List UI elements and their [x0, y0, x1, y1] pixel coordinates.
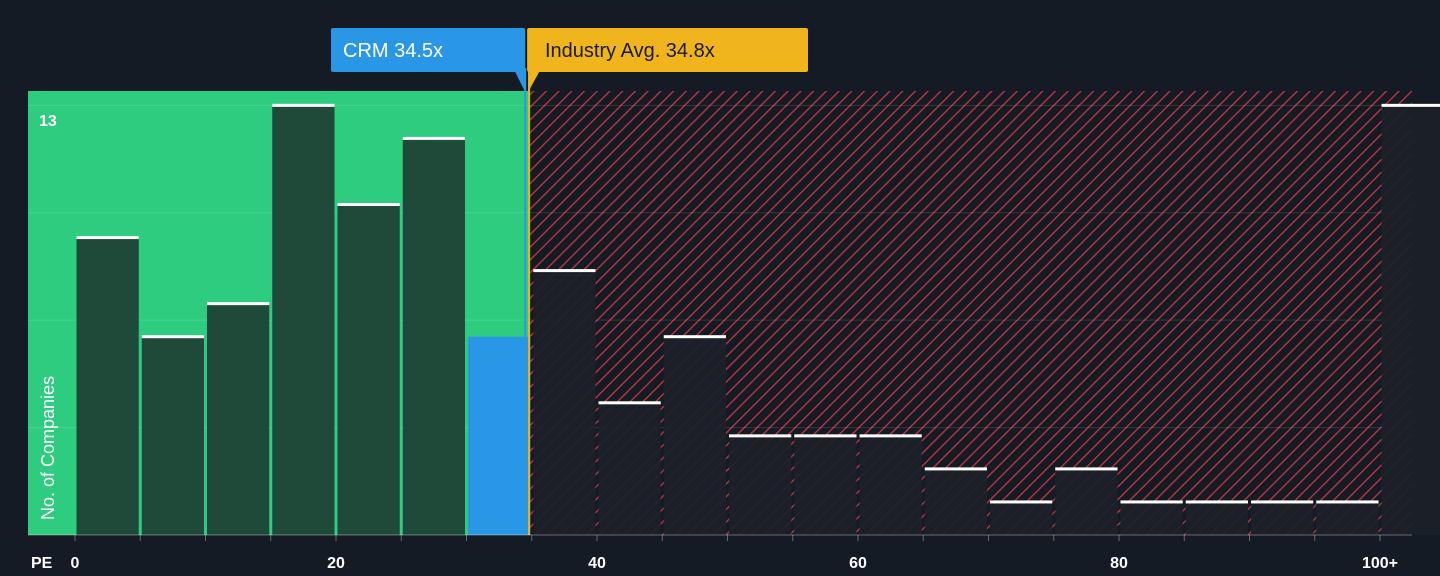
histogram-bar-cap — [860, 434, 922, 437]
histogram-bar-cap — [1316, 500, 1378, 503]
x-tick-label: 100+ — [1362, 555, 1398, 571]
histogram-bar — [1186, 500, 1248, 535]
histogram-bar-cap — [142, 335, 204, 338]
histogram-bar-fill — [77, 238, 139, 535]
x-tick-label: 20 — [327, 555, 345, 571]
company-label-text: CRM 34.5x — [343, 40, 443, 62]
histogram-bar-fill — [925, 469, 987, 535]
histogram-bar-fill — [468, 337, 530, 535]
industry-avg-label-text: Industry Avg. 34.8x — [545, 40, 715, 62]
histogram-bar-fill — [533, 271, 595, 535]
x-tick-label: 40 — [588, 555, 606, 571]
histogram-bar-cap — [1055, 467, 1117, 470]
histogram-bar-fill — [664, 337, 726, 535]
histogram-bar-cap — [794, 434, 856, 437]
histogram-bar — [77, 236, 139, 535]
histogram-bar-fill — [860, 436, 922, 535]
histogram-bar-cap — [1186, 500, 1248, 503]
histogram-bar — [272, 104, 334, 535]
histogram-bar — [142, 335, 204, 535]
histogram-bar — [533, 269, 595, 535]
histogram-bar — [338, 203, 400, 535]
histogram-bar — [1055, 467, 1117, 535]
histogram-bar-fill — [729, 436, 791, 535]
histogram-bar — [468, 337, 530, 535]
histogram-bar-cap — [207, 302, 269, 305]
histogram-bar — [729, 434, 791, 535]
histogram-bar — [860, 434, 922, 535]
histogram-bar — [403, 137, 465, 535]
histogram-bar-cap — [925, 467, 987, 470]
histogram-bar-cap — [729, 434, 791, 437]
histogram-bar-fill — [599, 403, 661, 535]
histogram-bar-fill — [403, 138, 465, 535]
histogram-bar — [794, 434, 856, 535]
x-axis-label: PE — [31, 555, 53, 571]
histogram-bar-fill — [1121, 502, 1183, 535]
histogram-bar-fill — [1316, 502, 1378, 535]
histogram-bar-cap — [403, 137, 465, 140]
histogram-bar-cap — [1121, 500, 1183, 503]
x-tick-label: 80 — [1110, 555, 1128, 571]
histogram-bar-cap — [664, 335, 726, 338]
x-tick-label: 60 — [849, 555, 867, 571]
company-label-pointer — [515, 72, 525, 92]
histogram-bar-cap — [77, 236, 139, 239]
histogram-bar — [1382, 104, 1440, 535]
histogram-bar — [1316, 500, 1378, 535]
histogram-bar — [664, 335, 726, 535]
histogram-bar — [1121, 500, 1183, 535]
histogram-bar-fill — [1186, 502, 1248, 535]
histogram-bar-cap — [338, 203, 400, 206]
industry-avg-label: Industry Avg. 34.8x — [527, 28, 808, 92]
histogram-bar-fill — [1251, 502, 1313, 535]
x-tick-label: 0 — [71, 555, 80, 571]
histogram-bar-fill — [272, 105, 334, 535]
histogram-bar — [925, 467, 987, 535]
histogram-bar — [990, 500, 1052, 535]
histogram-bar-fill — [142, 337, 204, 535]
histogram-bar-cap — [1251, 500, 1313, 503]
histogram-bar-fill — [338, 205, 400, 536]
histogram-bar-fill — [1055, 469, 1117, 535]
x-axis: 0 20 40 60 80 100+ PE — [28, 535, 1412, 571]
histogram-bar — [207, 302, 269, 535]
company-label: CRM 34.5x — [331, 28, 525, 92]
histogram-bar-fill — [794, 436, 856, 535]
histogram-bar-cap — [599, 401, 661, 404]
histogram-bar-cap — [533, 269, 595, 272]
histogram-bar — [1251, 500, 1313, 535]
histogram-bar-cap — [1382, 104, 1440, 107]
histogram-bar-fill — [1382, 105, 1440, 535]
y-axis-label: No. of Companies — [38, 376, 58, 520]
histogram-bar-fill — [990, 502, 1052, 535]
histogram-bar — [599, 401, 661, 535]
histogram-bar-cap — [272, 104, 334, 107]
y-max-label: 13 — [39, 113, 57, 130]
histogram-bar-fill — [207, 304, 269, 535]
histogram-bar-cap — [990, 500, 1052, 503]
